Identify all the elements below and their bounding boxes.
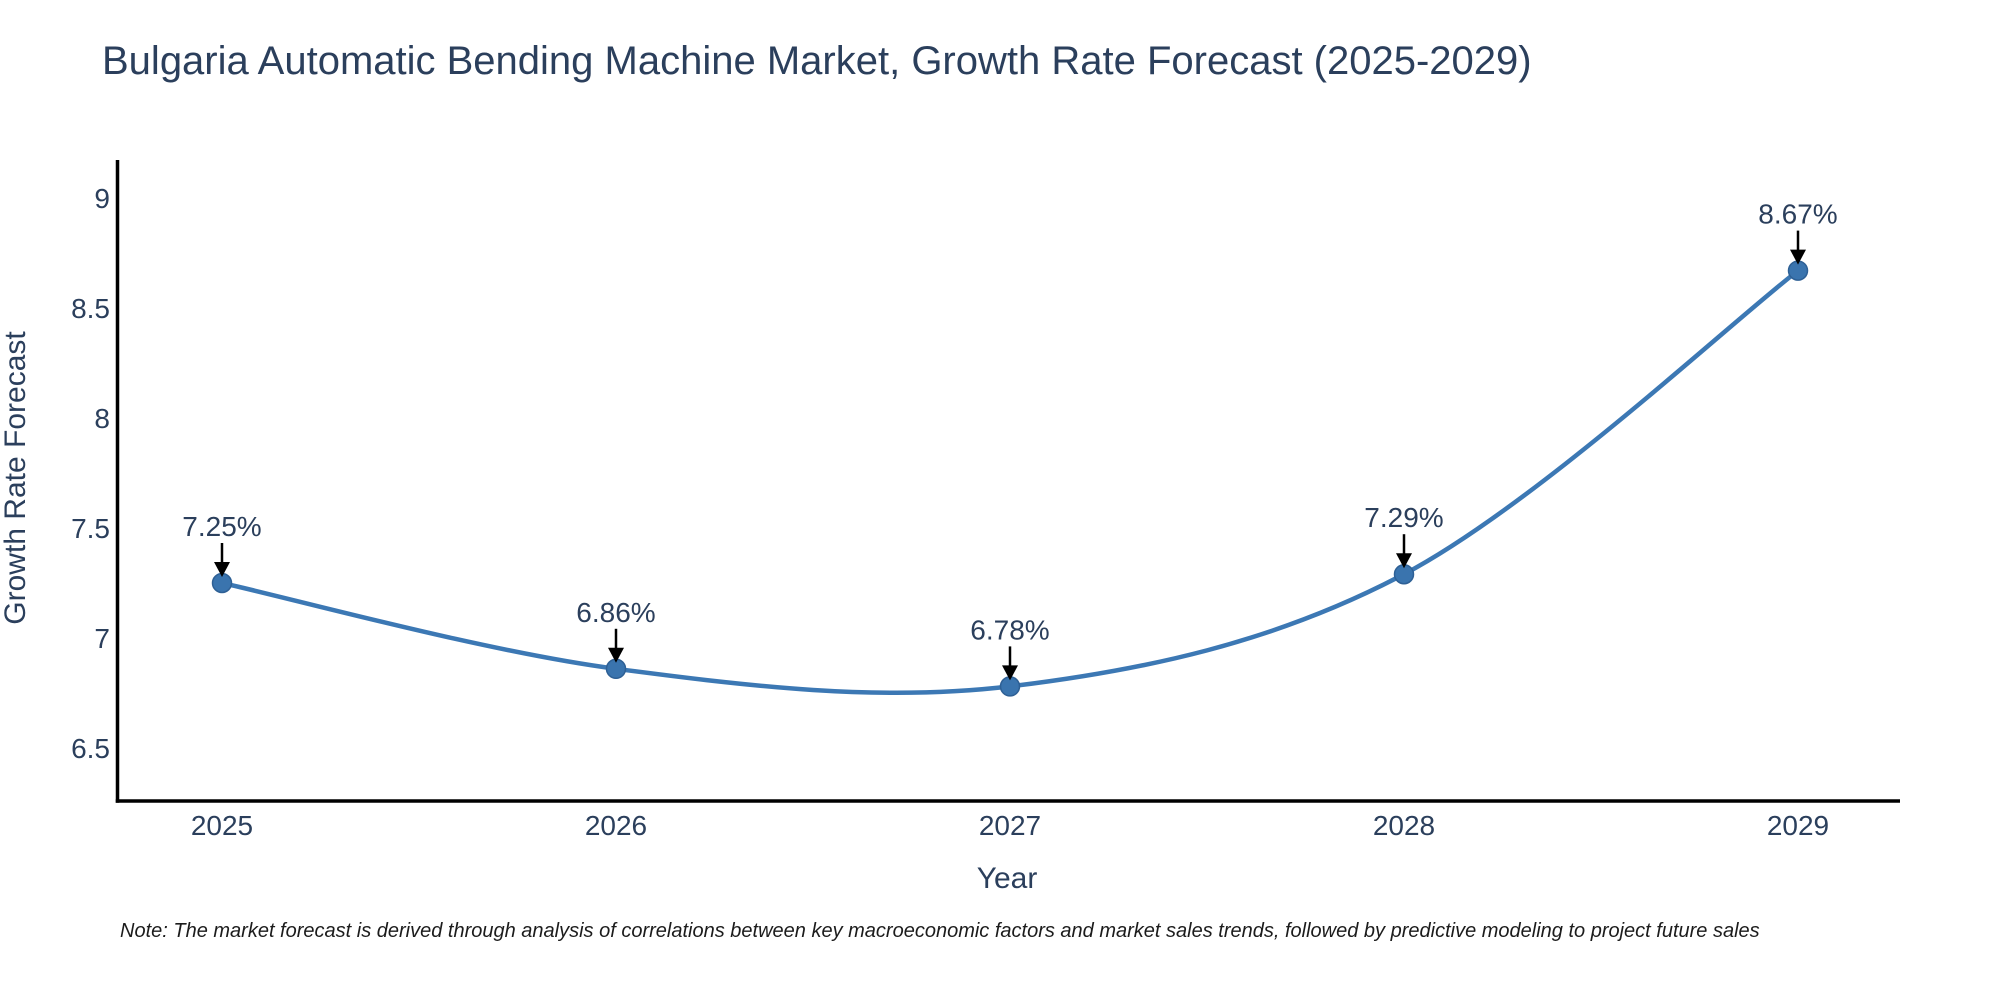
annotation-arrow-head bbox=[1790, 249, 1806, 265]
x-tick-label: 2025 bbox=[191, 810, 253, 841]
annotation-arrow-head bbox=[1002, 665, 1018, 681]
annotation-value-label: 6.86% bbox=[576, 597, 655, 628]
y-tick-label: 8 bbox=[94, 403, 110, 434]
y-tick-label: 9 bbox=[94, 183, 110, 214]
y-tick-label: 7.5 bbox=[71, 513, 110, 544]
y-tick-label: 8.5 bbox=[71, 293, 110, 324]
annotation-arrow-head bbox=[608, 647, 624, 663]
footnote-container: Note: The market forecast is derived thr… bbox=[120, 920, 2000, 960]
annotation-value-label: 8.67% bbox=[1758, 199, 1837, 230]
annotation-arrow-head bbox=[214, 562, 230, 577]
x-axis-title: Year bbox=[977, 862, 1038, 895]
x-tick-label: 2029 bbox=[1767, 810, 1829, 841]
chart-title: Bulgaria Automatic Bending Machine Marke… bbox=[102, 39, 1532, 83]
x-tick-label: 2027 bbox=[979, 810, 1041, 841]
y-axis-title: Growth Rate Forecast bbox=[0, 331, 32, 625]
y-tick-label: 6.5 bbox=[71, 733, 110, 764]
annotation-value-label: 6.78% bbox=[970, 614, 1049, 645]
y-tick-label: 7 bbox=[94, 623, 110, 654]
footnote-text: Note: The market forecast is derived thr… bbox=[120, 920, 1760, 942]
annotation-value-label: 7.25% bbox=[182, 511, 261, 542]
annotation-arrow-head bbox=[1396, 553, 1412, 569]
x-tick-label: 2028 bbox=[1373, 810, 1435, 841]
x-tick-label: 2026 bbox=[585, 810, 647, 841]
annotation-value-label: 7.29% bbox=[1364, 502, 1443, 533]
